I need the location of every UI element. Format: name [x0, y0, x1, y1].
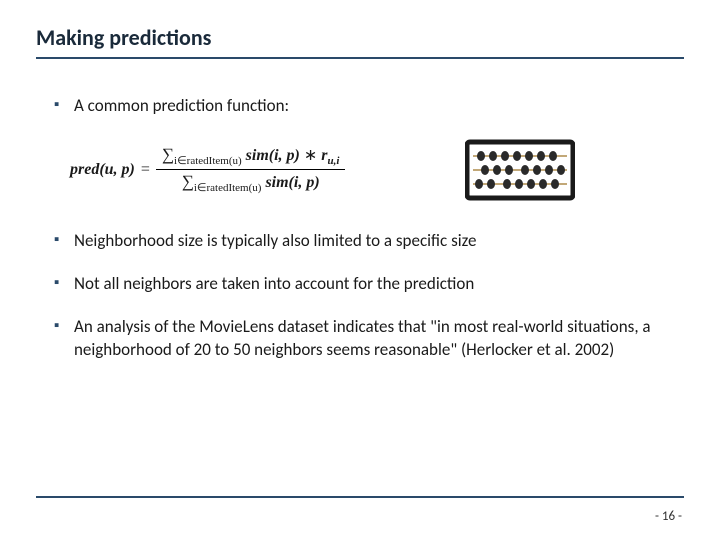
bullet-4: An analysis of the MovieLens dataset ind…: [54, 316, 684, 362]
sum-symbol-den: ∑: [182, 172, 194, 191]
times: ∗: [300, 147, 321, 164]
sim-ip-num: sim(i, p): [246, 147, 300, 164]
bullet-list-2: Neighborhood size is typically also limi…: [36, 230, 684, 362]
formula-numerator: ∑i∈ratedItem(u) sim(i, p) ∗ ru,i: [156, 143, 346, 170]
page-number: - 16 -: [655, 509, 682, 524]
sim-ip-den: sim(i, p): [265, 174, 319, 191]
sum-symbol: ∑: [162, 145, 174, 164]
prediction-formula: pred(u, p) = ∑i∈ratedItem(u) sim(i, p) ∗…: [70, 143, 345, 196]
formula-eq: =: [141, 161, 150, 179]
num-sub: i∈ratedItem(u): [174, 155, 242, 167]
bullet-list: A common prediction function:: [36, 95, 684, 118]
bullet-1: A common prediction function:: [54, 95, 684, 118]
slide-title: Making predictions: [36, 24, 684, 57]
formula-row: pred(u, p) = ∑i∈ratedItem(u) sim(i, p) ∗…: [70, 138, 684, 202]
den-sub: i∈ratedItem(u): [194, 183, 262, 195]
footer-rule: [36, 496, 684, 498]
bullet-2: Neighborhood size is typically also limi…: [54, 230, 684, 253]
bullet-3: Not all neighbors are taken into account…: [54, 273, 684, 296]
formula-fraction: ∑i∈ratedItem(u) sim(i, p) ∗ ru,i ∑i∈rate…: [156, 143, 346, 196]
formula-lhs: pred(u, p): [70, 161, 135, 179]
formula-denominator: ∑i∈ratedItem(u) sim(i, p): [176, 170, 326, 196]
r-sub: u,i: [328, 155, 340, 167]
abacus-icon: [465, 138, 575, 202]
title-rule: [36, 57, 684, 59]
